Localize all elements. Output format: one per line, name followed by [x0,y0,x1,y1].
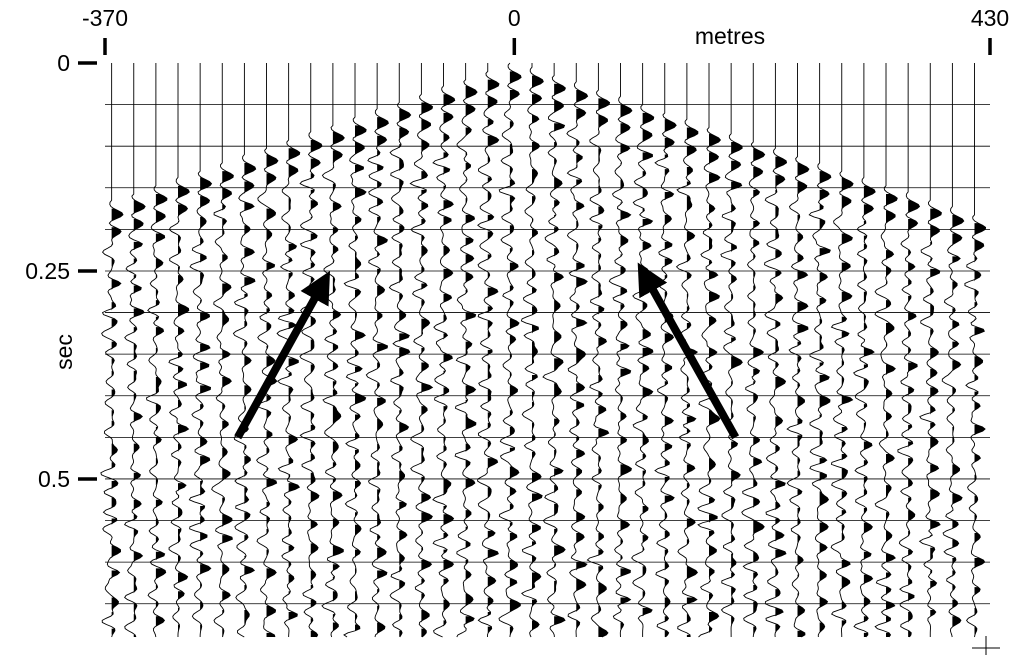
trace-fill [332,131,345,631]
axes: metres sec -370 0 430 0 0.25 0.5 [25,5,1009,492]
grid-lines [105,104,990,605]
trace-wiggle [697,63,722,638]
trace-wiggle [432,63,456,638]
trace-fill [443,94,455,627]
trace-wiggle [256,63,279,638]
y-tick-label: 0.25 [25,258,70,284]
trace-wiggle [365,63,389,638]
trace-wiggle [299,63,323,638]
trace-fill [465,85,478,625]
trace-fill [155,194,167,627]
trace-wiggle [388,63,412,638]
trace-wiggle [321,63,345,638]
trace-wiggle [343,63,367,638]
trace-wiggle [168,63,190,637]
trace-fill [532,75,544,631]
wiggle-traces [100,62,987,638]
trace-wiggle [830,63,854,638]
trace-fill [775,156,787,633]
y-tick-label: 0 [57,50,70,76]
trace-fill [797,162,809,637]
trace-fill [753,148,765,635]
trace-wiggle [853,63,876,638]
trace-fill [576,90,588,629]
trace-wiggle [520,63,544,638]
trace-wiggle [675,63,699,638]
trace-fill [487,79,499,633]
trace-wiggle [918,63,942,637]
trace-wiggle [720,63,743,638]
trace-wiggle [631,63,655,638]
trace-fill [111,208,123,635]
trace-wiggle [654,63,677,638]
annotations [234,262,740,440]
trace-fill [421,102,433,637]
trace-fill [399,108,411,637]
trace-wiggle [123,63,146,638]
trace-fill [952,214,964,627]
corner-crosshair [972,636,1000,655]
trace-wiggle [964,63,987,638]
trace-wiggle [941,63,965,638]
trace-fill [310,139,323,637]
x-tick-label: -370 [82,5,128,31]
trace-fill [598,98,610,637]
trace-wiggle [566,63,589,638]
trace-wiggle [741,63,766,638]
trace-wiggle [586,63,611,638]
x-tick-label: 0 [508,5,521,31]
trace-wiggle [477,63,500,637]
annotation-arrow [234,270,331,440]
x-axis-label: metres [695,23,765,49]
trace-wiggle [454,63,478,638]
trace-wiggle [608,63,633,638]
trace-fill [509,71,522,635]
annotation-arrow [637,262,740,440]
trace-wiggle [409,63,434,638]
trace-fill [288,148,300,621]
trace-wiggle [211,63,234,638]
trace-fill [244,162,256,625]
trace-fill [731,142,743,625]
trace-fill [200,177,212,631]
x-tick-label: 430 [971,5,1009,31]
trace-wiggle [232,63,257,638]
trace-wiggle [808,63,832,638]
trace-wiggle [874,63,898,638]
y-axis-label: sec [51,334,77,370]
trace-wiggle [145,63,168,638]
trace-fill [886,194,898,637]
trace-wiggle [764,63,788,638]
trace-wiggle [786,63,810,638]
trace-fill [686,127,698,637]
trace-wiggle [188,63,213,638]
trace-wiggle [897,63,921,638]
trace-fill [974,223,986,635]
trace-wiggle [100,63,124,638]
trace-fill [554,83,566,625]
trace-wiggle [498,62,522,638]
y-tick-label: 0.5 [38,466,70,492]
trace-fill [620,104,632,631]
trace-wiggle [542,63,566,638]
trace-fill [819,171,831,633]
trace-fill [377,117,389,635]
trace-fill [863,185,876,637]
trace-fill [355,125,367,631]
